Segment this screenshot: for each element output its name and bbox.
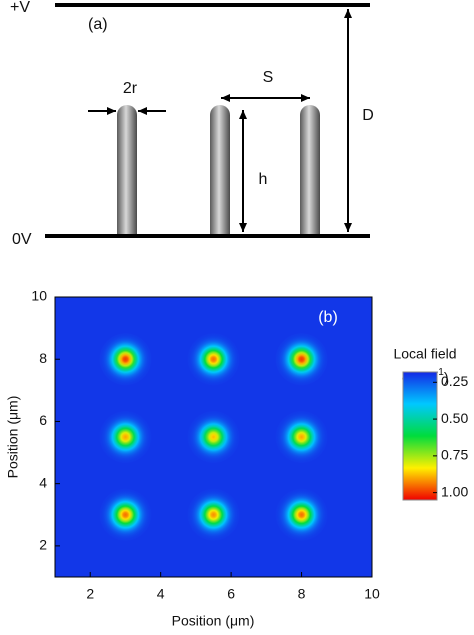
- x-axis-label: Position (μm): [172, 613, 255, 629]
- pillar: [210, 105, 230, 234]
- pillar: [300, 105, 320, 234]
- plot-frame: [54, 296, 373, 578]
- y-axis-label: Position (μm): [5, 396, 21, 479]
- field-spot: [99, 411, 152, 463]
- unit-exponent: -1: [435, 367, 444, 378]
- x-tick-label: 8: [298, 586, 306, 602]
- bottom-label: 0V: [12, 231, 32, 248]
- colorbar-tick-label: 0.50: [441, 410, 468, 426]
- x-tick-label: 2: [86, 586, 94, 602]
- colorbar-tick-label: 1.00: [441, 483, 468, 499]
- y-tick-label: 2: [39, 537, 47, 553]
- field-spot: [187, 333, 240, 386]
- diagram: +V 0V (a) 2r S h D: [10, 0, 374, 248]
- height-label: h: [259, 171, 268, 188]
- heatmap: (b) 2 4 6 8 10 2 4 6 8 10: [31, 288, 380, 602]
- colorbar: [402, 371, 438, 501]
- colorbar-title: Local field: [393, 346, 456, 362]
- unit-suffix: ): [444, 369, 449, 385]
- pillar: [117, 105, 137, 234]
- y-tick-label: 4: [39, 474, 47, 490]
- y-tick-label: 8: [39, 350, 47, 366]
- field-spot: [275, 411, 328, 463]
- plot-area: [55, 297, 372, 577]
- spacing-label: S: [263, 69, 274, 86]
- radius-label: 2r: [123, 80, 138, 97]
- field-spot: [187, 411, 240, 463]
- top-label: +V: [10, 0, 30, 16]
- distance-label: D: [362, 107, 374, 124]
- x-tick-label: 6: [227, 586, 235, 602]
- y-tick-label: 6: [39, 412, 47, 428]
- colorbar-tick-label: 0.75: [441, 447, 468, 463]
- x-tick-label: 10: [364, 586, 380, 602]
- panel-label: (b): [318, 309, 338, 326]
- field-spot: [99, 333, 152, 386]
- panel-label: (a): [88, 16, 108, 33]
- x-tick-label: 4: [157, 586, 165, 602]
- colorbar-tick-label: 0.25: [441, 373, 468, 389]
- field-spot: [99, 488, 152, 541]
- field-spot: [275, 333, 328, 386]
- field-spot: [187, 488, 240, 541]
- y-tick-label: 10: [31, 288, 47, 304]
- field-spot: [275, 488, 328, 541]
